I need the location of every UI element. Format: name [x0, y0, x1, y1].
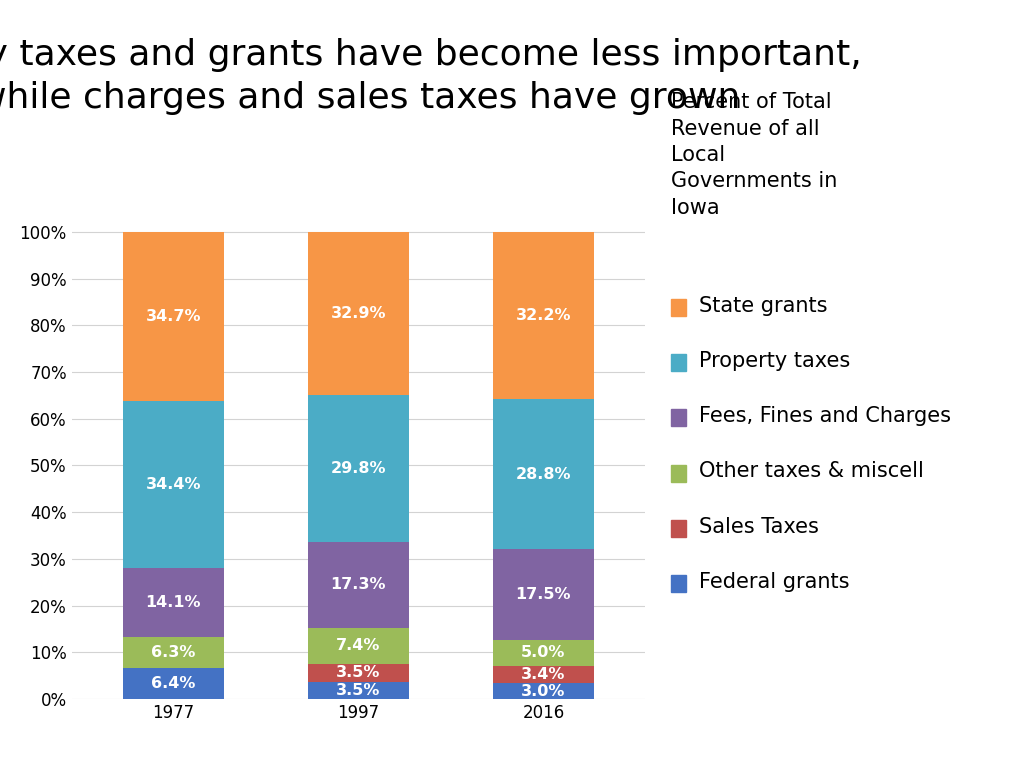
- Text: Fees, Fines and Charges: Fees, Fines and Charges: [698, 406, 950, 426]
- Bar: [123, 637, 224, 667]
- Bar: [123, 401, 224, 568]
- Text: 17.5%: 17.5%: [516, 587, 571, 602]
- Text: 3.5%: 3.5%: [336, 683, 381, 697]
- Text: 34.7%: 34.7%: [145, 309, 201, 324]
- Bar: [123, 667, 224, 699]
- Text: 34.4%: 34.4%: [145, 477, 201, 492]
- Text: 5.0%: 5.0%: [521, 645, 565, 660]
- Text: 17.3%: 17.3%: [331, 578, 386, 592]
- Text: Percent of Total
Revenue of all
Local
Governments in
Iowa: Percent of Total Revenue of all Local Go…: [671, 92, 837, 218]
- Bar: [123, 568, 224, 637]
- Text: 3.0%: 3.0%: [521, 684, 565, 699]
- Bar: [307, 395, 410, 542]
- Bar: [307, 232, 410, 395]
- Text: State grants: State grants: [698, 296, 827, 316]
- Text: 14.1%: 14.1%: [145, 595, 201, 611]
- Bar: [307, 627, 410, 664]
- Bar: [307, 542, 410, 627]
- Text: 3.4%: 3.4%: [521, 667, 565, 682]
- Bar: [307, 681, 410, 699]
- Bar: [493, 684, 594, 699]
- Text: 7.4%: 7.4%: [336, 638, 381, 654]
- Text: Property taxes and grants have become less important,
while charges and sales ta: Property taxes and grants have become le…: [0, 38, 862, 114]
- Text: Federal grants: Federal grants: [698, 572, 849, 592]
- Bar: [493, 549, 594, 640]
- Text: 32.9%: 32.9%: [331, 306, 386, 321]
- Bar: [493, 399, 594, 549]
- Text: 6.4%: 6.4%: [152, 676, 196, 690]
- Bar: [307, 664, 410, 681]
- Text: 28.8%: 28.8%: [516, 466, 571, 482]
- Text: Property taxes: Property taxes: [698, 351, 850, 371]
- Text: 32.2%: 32.2%: [516, 308, 571, 323]
- Text: Other taxes & miscell: Other taxes & miscell: [698, 462, 924, 482]
- Text: 29.8%: 29.8%: [331, 461, 386, 476]
- Bar: [493, 666, 594, 684]
- Text: 6.3%: 6.3%: [152, 645, 196, 660]
- Bar: [493, 640, 594, 666]
- Bar: [493, 232, 594, 399]
- Text: 3.5%: 3.5%: [336, 665, 381, 680]
- Bar: [123, 232, 224, 401]
- Text: Sales Taxes: Sales Taxes: [698, 517, 818, 537]
